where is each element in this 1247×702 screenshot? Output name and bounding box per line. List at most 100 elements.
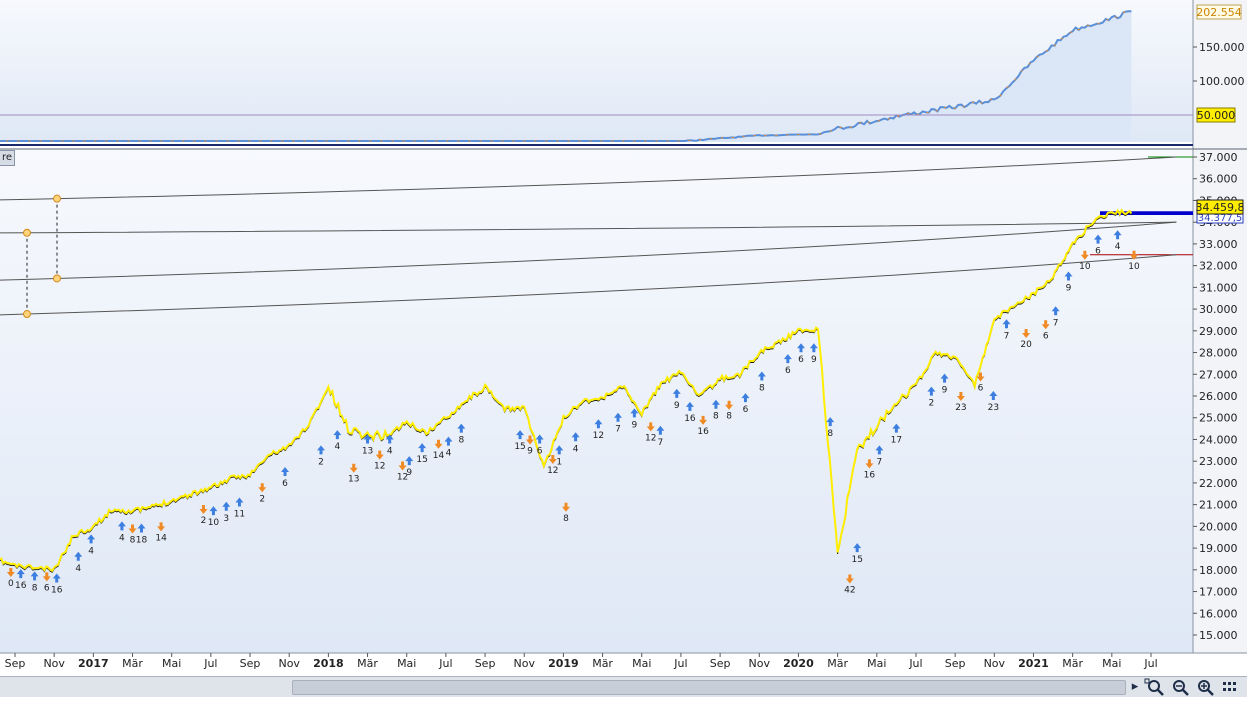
sell-arrow-icon	[349, 463, 358, 473]
grid-icon[interactable]	[1220, 678, 1242, 696]
sell-arrow-icon	[526, 435, 535, 445]
buy-arrow-icon	[1002, 319, 1011, 329]
signal-marker: 9	[405, 456, 414, 478]
signal-marker: 16	[864, 459, 875, 480]
x-tick-label: Jul	[673, 657, 687, 670]
buy-arrow-icon	[672, 388, 681, 398]
signal-marker: 6	[281, 467, 290, 489]
x-tick-label: Mär	[827, 657, 848, 670]
x-tick-label: 2021	[1018, 657, 1049, 670]
buy-arrow-icon	[281, 467, 290, 477]
price-tick-label: 20.000	[1199, 520, 1238, 533]
signal-marker: 17	[891, 423, 902, 446]
zoom-fit-icon[interactable]	[1144, 678, 1166, 696]
signal-marker: 11	[234, 497, 245, 519]
buy-arrow-icon	[74, 551, 83, 561]
buy-arrow-icon	[405, 456, 414, 466]
signal-label: 6	[1095, 247, 1101, 257]
buy-arrow-icon	[1064, 271, 1073, 281]
price-tick-label: 24.000	[1199, 433, 1238, 446]
signal-marker: 4	[385, 434, 394, 456]
signal-marker: 8	[457, 423, 466, 446]
x-tick-label: 2019	[548, 657, 579, 670]
signal-marker: 2	[199, 504, 208, 526]
buy-arrow-icon	[516, 430, 525, 440]
signal-label: 15	[851, 555, 862, 565]
signal-label: 3	[223, 514, 229, 524]
signal-label: 6	[537, 446, 543, 456]
price-tick-label: 18.000	[1199, 564, 1238, 577]
signal-label: 4	[387, 446, 393, 456]
signal-label: 8	[726, 412, 732, 422]
signal-marker: 6	[783, 354, 792, 376]
signal-marker: 9	[1064, 271, 1073, 294]
buy-arrow-icon	[444, 436, 453, 446]
signal-label: 8	[458, 436, 464, 446]
signal-label: 2	[318, 457, 324, 467]
anchor-point	[53, 274, 61, 283]
signal-marker: 14	[433, 439, 445, 461]
sell-arrow-icon	[1022, 328, 1031, 338]
signal-marker: 13	[362, 434, 373, 456]
trend-curve	[0, 156, 1177, 201]
main-current-price-box: 34.459,8	[1196, 199, 1244, 215]
signal-label: 8	[827, 429, 833, 439]
signal-label: 9	[406, 468, 412, 478]
zoom-in-icon[interactable]	[1194, 678, 1216, 696]
signal-marker: 10	[1079, 250, 1091, 272]
buy-arrow-icon	[809, 343, 818, 353]
horizontal-scrollbar[interactable]: ▸	[0, 676, 1247, 697]
sell-arrow-icon	[157, 522, 166, 532]
signal-label: 12	[645, 433, 656, 443]
signal-marker: 4	[571, 432, 580, 454]
x-tick-label: Jul	[203, 657, 217, 670]
signal-label: 9	[632, 420, 638, 430]
signal-marker: 9	[809, 343, 818, 365]
panel-tab[interactable]: re	[0, 150, 15, 166]
signal-marker: 9	[526, 435, 535, 456]
signal-label: 4	[335, 442, 341, 452]
signal-marker: 6	[1041, 320, 1050, 341]
scroll-right-icon[interactable]: ▸	[1131, 679, 1139, 694]
signal-marker: 8	[826, 417, 835, 439]
sell-arrow-icon	[561, 502, 570, 512]
price-tick-label: 36.000	[1199, 173, 1238, 186]
signal-label: 6	[44, 583, 50, 593]
zoom-out-icon[interactable]	[1169, 678, 1191, 696]
time-x-axis: Sep Nov 2017 Mär Mai Jul Sep Nov 2018 Mär Mai Jul Se…	[5, 653, 1158, 670]
sell-arrow-icon	[6, 567, 15, 577]
signal-marker: 10	[208, 506, 219, 528]
buy-arrow-icon	[797, 343, 806, 353]
signal-marker: 1	[555, 445, 564, 467]
sell-arrow-icon	[976, 372, 985, 382]
signal-marker: 9	[940, 373, 949, 396]
x-tick-label: Mai	[1102, 657, 1121, 670]
signal-marker: 8	[711, 399, 720, 422]
price-tick-label: 17.000	[1199, 586, 1238, 599]
buy-arrow-icon	[826, 417, 835, 427]
signal-marker: 15	[514, 430, 526, 452]
signal-label: 13	[362, 446, 373, 456]
trend-curves[interactable]	[0, 156, 1177, 319]
signal-marker: 2	[927, 386, 936, 409]
signal-label: 2	[201, 516, 207, 526]
price-y-axis: 37.00036.00035.00034.00033.00032.00031.0…	[1193, 151, 1238, 642]
signal-marker: 10	[1128, 250, 1140, 272]
signal-label: 16	[684, 414, 696, 424]
x-tick-label: Nov	[278, 657, 300, 670]
x-tick-label: Nov	[43, 657, 65, 670]
signal-label: 20	[1020, 340, 1032, 350]
buy-arrow-icon	[892, 423, 901, 433]
signal-label: 4	[1115, 242, 1121, 252]
signal-label: 6	[282, 479, 288, 489]
signal-label: 17	[891, 436, 902, 446]
signal-marker: 16	[15, 569, 27, 591]
scrollbar-thumb[interactable]	[292, 680, 1126, 695]
trend-curve	[0, 221, 1177, 281]
signal-marker: 2	[316, 445, 325, 467]
signal-label: 13	[348, 475, 359, 485]
signal-marker: 0	[6, 567, 15, 589]
signal-marker: 9	[630, 408, 639, 430]
sell-arrow-icon	[956, 392, 965, 401]
